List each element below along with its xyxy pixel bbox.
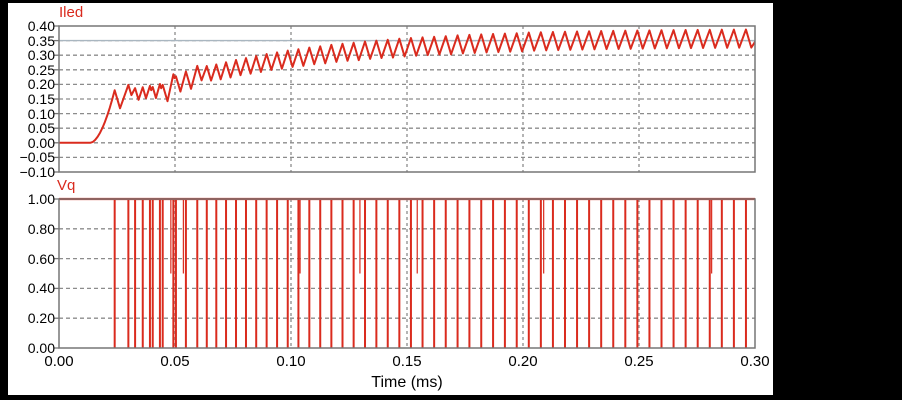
iled-y-tick-label: 0.40	[27, 18, 55, 34]
iled-y-tick-label: −0.10	[19, 164, 55, 180]
iled-chart-title: Iled	[59, 4, 84, 21]
time-x-tick-label: 0.10	[276, 353, 306, 370]
iled-y-tick-label: 0.05	[27, 120, 55, 136]
time-x-tick-label: 0.25	[624, 353, 654, 370]
iled-y-tick-label: 0.20	[27, 76, 55, 92]
iled-y-tick-label: −0.05	[19, 149, 55, 165]
vq-y-tick-label: 0.60	[27, 251, 55, 267]
iled-y-tick-label: 0.30	[27, 47, 55, 63]
iled-trace	[59, 28, 755, 144]
time-x-tick-label: 0.00	[44, 353, 74, 370]
iled-y-tick-label: 0.35	[27, 33, 55, 49]
vq-y-tick-label: 0.00	[27, 340, 55, 356]
time-axis-label: Time (ms)	[371, 374, 443, 391]
iled-y-tick-label: 0.00	[27, 135, 55, 151]
vq-chart-title: Vq	[57, 177, 76, 194]
iled-y-tick-label: 0.10	[27, 106, 55, 122]
time-x-tick-label: 0.30	[740, 353, 770, 370]
vq-y-tick-label: 1.00	[27, 191, 55, 207]
time-x-tick-label: 0.05	[160, 353, 190, 370]
time-x-tick-label: 0.15	[392, 353, 422, 370]
vq-y-tick-label: 0.40	[27, 280, 55, 296]
time-x-tick-label: 0.20	[508, 353, 538, 370]
vq-y-tick-label: 0.20	[27, 310, 55, 326]
vq-half-spikes	[170, 199, 713, 274]
axis-ticks	[54, 25, 59, 349]
iled-y-tick-label: 0.15	[27, 91, 55, 107]
vq-y-tick-label: 0.80	[27, 221, 55, 237]
iled-y-tick-label: 0.25	[27, 62, 55, 78]
